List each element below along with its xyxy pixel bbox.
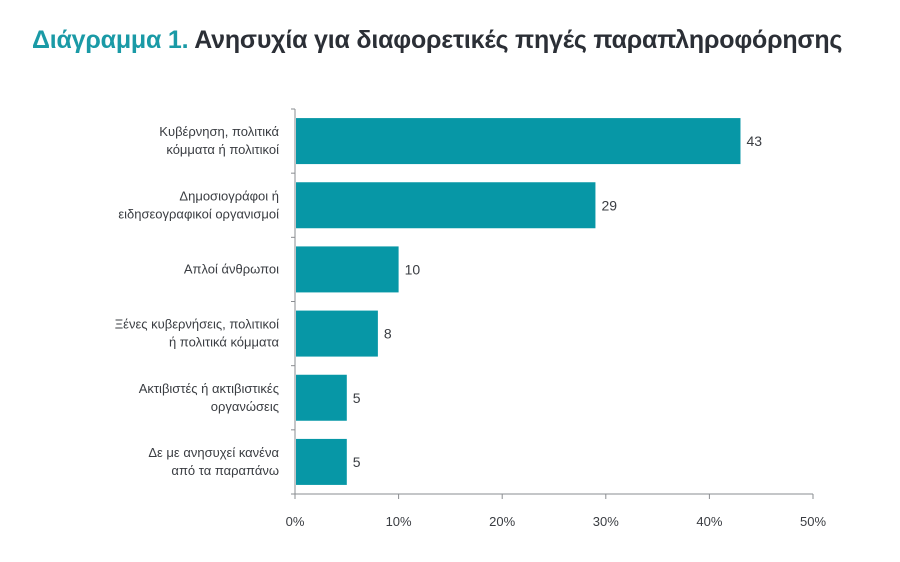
x-tick-label: 10% — [386, 514, 412, 529]
bar — [296, 374, 347, 421]
category-label-line: Δημοσιογράφοι ή — [179, 188, 279, 203]
data-label: 5 — [353, 454, 361, 470]
category-label-line: οργανώσεις — [211, 399, 279, 414]
category-label: Ακτιβιστές ή ακτιβιστικές οργανώσεις — [139, 381, 279, 414]
category-label-line: Δε με ανησυχεί κανένα — [148, 445, 279, 460]
category-label: Κυβέρνηση, πολιτικά κόμματα ή πολιτικοί — [159, 124, 279, 157]
category-label: Ξένες κυβερνήσεις, πολιτικοί ή πολιτικά κ… — [115, 317, 280, 350]
data-label: 8 — [384, 326, 392, 342]
data-label: 10 — [405, 261, 421, 277]
bar — [296, 438, 347, 485]
chart-title: Διάγραμμα 1. Ανησυχία για διαφορετικές π… — [32, 26, 842, 55]
category-label-line: Ακτιβιστές ή ακτιβιστικές — [139, 381, 279, 396]
data-label: 5 — [353, 390, 361, 406]
category-label-line: ή πολιτικά κόμματα — [169, 335, 280, 350]
x-tick-label: 20% — [489, 514, 515, 529]
category-label-line: κόμματα ή πολιτικοί — [166, 142, 279, 157]
data-label: 43 — [746, 133, 762, 149]
bar — [296, 246, 399, 293]
category-label-line: Κυβέρνηση, πολιτικά — [159, 124, 279, 139]
bar — [296, 310, 378, 357]
category-label: Δε με ανησυχεί κανένα από τα παραπάνω — [148, 445, 279, 478]
category-label-line: Απλοί άνθρωποι — [184, 261, 279, 276]
category-label-line: από τα παραπάνω — [171, 463, 279, 478]
bar — [296, 118, 741, 165]
x-tick-label: 30% — [593, 514, 619, 529]
chart-title-prefix: Διάγραμμα 1. — [32, 26, 189, 54]
x-tick-label: 50% — [800, 514, 826, 529]
category-label-line: Ξένες κυβερνήσεις, πολιτικοί — [115, 317, 279, 332]
chart-title-main: Ανησυχία για διαφορετικές πηγές παραπληρ… — [194, 26, 843, 54]
data-label: 29 — [601, 197, 617, 213]
category-label-line: ειδησεογραφικοί οργανισμοί — [118, 206, 279, 221]
category-label: Δημοσιογράφοι ή ειδησεογραφικοί οργανισμο… — [118, 188, 279, 221]
bar — [296, 182, 596, 229]
x-tick-label: 40% — [696, 514, 722, 529]
category-label: Απλοί άνθρωποι — [184, 261, 279, 276]
x-tick-label: 0% — [286, 514, 305, 529]
